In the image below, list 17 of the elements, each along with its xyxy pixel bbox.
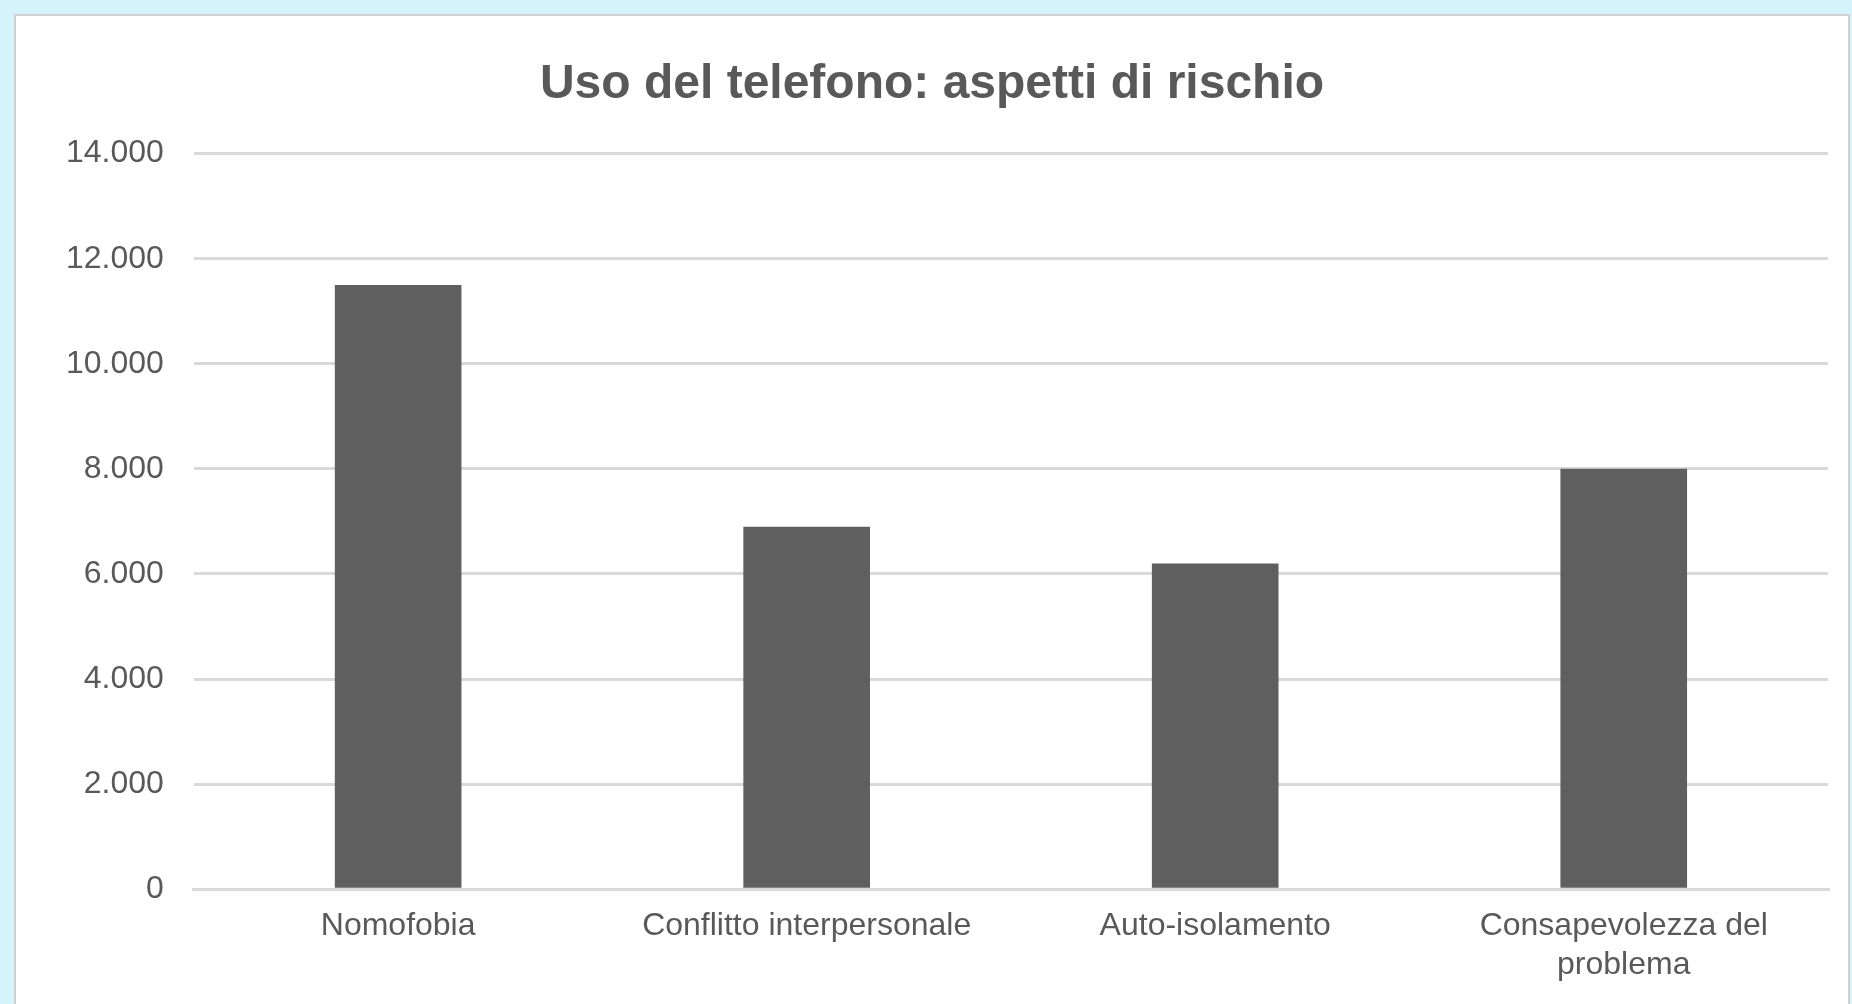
bar [1560, 468, 1688, 888]
y-tick-label: 14.000 [66, 133, 164, 170]
bar [743, 526, 870, 888]
bar [1151, 563, 1279, 888]
y-tick-label: 12.000 [66, 238, 164, 275]
x-tick-label: Conflitto interpersonale [642, 906, 972, 943]
bar [334, 284, 462, 888]
x-tick-label: Consapevolezza del problema [1479, 906, 1768, 981]
chart-title: Uso del telefono: aspetti di rischio [539, 55, 1325, 109]
y-tick-label: 0 [146, 869, 164, 906]
x-tick-label: Nomofobia [320, 906, 476, 943]
y-tick-label: 2.000 [83, 763, 164, 800]
y-tick-label: 4.000 [83, 658, 164, 695]
x-tick-label: Auto-isolamento [1099, 906, 1331, 943]
y-tick-label: 10.000 [66, 343, 164, 380]
y-tick-label: 8.000 [83, 448, 164, 485]
y-tick-label: 6.000 [83, 553, 164, 590]
